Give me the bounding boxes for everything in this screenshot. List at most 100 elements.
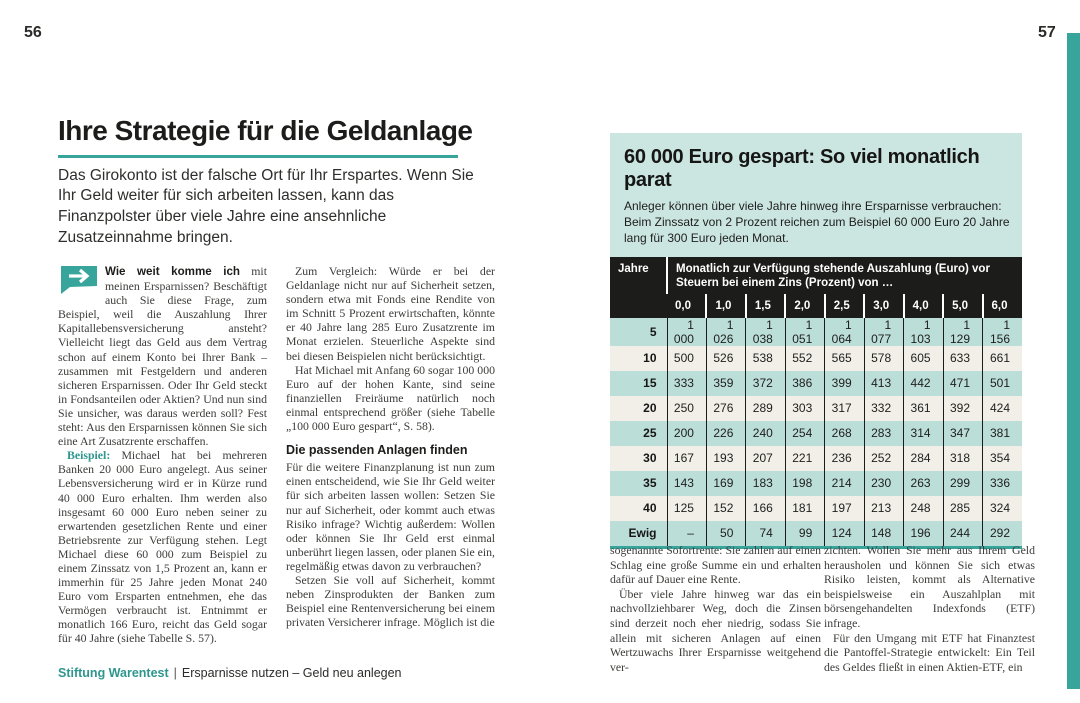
publisher-brand: Stiftung Warentest — [58, 666, 169, 680]
table-cell: 424 — [982, 395, 1022, 421]
table-cell: 193 — [705, 445, 746, 471]
table-cell: 200 — [666, 420, 707, 446]
table-cell: 661 — [982, 345, 1022, 371]
table-cell: 263 — [903, 470, 944, 496]
table-cell: 197 — [824, 495, 865, 521]
table-cell: 336 — [982, 470, 1022, 496]
table-cell: 276 — [705, 395, 746, 421]
table-cell: 244 — [942, 520, 983, 548]
table-cell: 196 — [903, 520, 944, 548]
table-cell: 359 — [705, 370, 746, 396]
savings-table-body: 5 1 000 1 026 1 038 1 051 1 064 1 077 1 103 1 12… — [610, 317, 1022, 548]
interest-col-header: 6,0 — [981, 294, 1022, 318]
table-row: Ewig –50 74 99 124 148 196 244 292 — [610, 520, 1022, 548]
years-column-header: Jahre — [610, 256, 667, 318]
row-label-cell: 25 — [643, 426, 657, 441]
table-cell: 299 — [942, 470, 983, 496]
arrow-bubble-icon — [58, 265, 98, 295]
table-row: 30 167 193 207 221 236 252 284 318 354 — [610, 445, 1022, 471]
article-header: Ihre Strategie für die Geldanlage Das Gi… — [58, 116, 478, 248]
infobox-title: 60 000 Euro gespart: So viel monatlich p… — [624, 146, 980, 191]
title-accent-rule — [58, 154, 458, 158]
table-cell: 226 — [705, 420, 746, 446]
right-page-column-2: zichten. Wollen Sie mehr aus Ihrem Geld … — [824, 543, 1035, 674]
row-label-cell: 15 — [643, 376, 657, 391]
table-cell: 347 — [942, 420, 983, 446]
footer-document-title: Ersparnisse nutzen – Geld neu anlegen — [181, 666, 402, 680]
table-cell: 152 — [705, 495, 746, 521]
table-cell: 538 — [745, 345, 786, 371]
interest-col-header: 2,0 — [784, 294, 825, 318]
sofortrente-paragraph: sogenannte Sofortrente: Sie zahlen auf e… — [610, 543, 821, 587]
table-cell: 1 026 — [705, 317, 746, 346]
table-cell: 240 — [745, 420, 786, 446]
table-cell: 236 — [824, 445, 865, 471]
example-paragraph: Beispiel: Michael hat bei mehreren Banke… — [58, 448, 267, 645]
table-cell: 399 — [824, 370, 865, 396]
table-cell: 285 — [942, 495, 983, 521]
table-cell: 314 — [903, 420, 944, 446]
etf-paragraph: zichten. Wollen Sie mehr aus Ihrem Geld … — [824, 543, 1035, 630]
table-cell: 1 038 — [745, 317, 786, 346]
interest-col-header: 3,0 — [863, 294, 904, 318]
table-cell: – — [666, 520, 707, 548]
table-cell: 183 — [745, 470, 786, 496]
row-label-cell: Ewig — [628, 526, 657, 541]
row-label-cell: 35 — [643, 476, 657, 491]
infobox-subtitle: Anleger können über viele Jahre hinweg i… — [624, 199, 1010, 246]
table-row: 35 143 169 183 198 214 230 263 299 336 — [610, 470, 1022, 496]
article-title: Ihre Strategie für die Geldanlage — [58, 115, 473, 146]
intro-lead-bold: Wie weit komme ich — [105, 265, 240, 278]
interest-col-header: 1,5 — [744, 294, 786, 318]
intro-paragraph: Wie weit komme ich mit meinen Ersparniss… — [58, 264, 267, 448]
table-cell: 125 — [666, 495, 707, 521]
table-cell: 289 — [745, 395, 786, 421]
page-number-left: 56 — [24, 24, 42, 41]
table-cell: 198 — [784, 470, 825, 496]
table-cell: 254 — [784, 420, 825, 446]
table-cell: 207 — [745, 445, 786, 471]
table-cell: 605 — [903, 345, 944, 371]
example-label: Beispiel: — [67, 448, 111, 463]
table-cell: 578 — [863, 345, 904, 371]
table-cell: 181 — [784, 495, 825, 521]
table-cell: 99 — [784, 520, 825, 548]
table-cell: 1 129 — [942, 317, 983, 346]
row-label-cell: 5 — [649, 324, 657, 339]
table-cell: 1 077 — [863, 317, 904, 346]
table-cell: 74 — [745, 520, 786, 548]
table-cell: 214 — [824, 470, 865, 496]
left-page-column-2: Zum Vergleich: Würde er bei der Geldanla… — [286, 264, 495, 629]
table-cell: 565 — [824, 345, 865, 371]
table-cell: 124 — [824, 520, 865, 548]
table-cell: 248 — [903, 495, 944, 521]
intro-text: mit meinen Ersparnissen? Beschäftigt auc… — [58, 264, 267, 449]
page-edge-accent-bar — [1067, 33, 1080, 689]
zinsen-paragraph: Über viele Jahre hinweg war das ein nach… — [610, 586, 821, 674]
table-cell: 1 064 — [824, 317, 865, 346]
table-cell: 354 — [982, 445, 1022, 471]
table-cell: 221 — [784, 445, 825, 471]
standfirst: Das Girokonto ist der falsche Ort für Ih… — [58, 166, 474, 246]
table-cell: 166 — [745, 495, 786, 521]
savings-table: Jahre Monatlich zur Verfügung stehende A… — [610, 256, 1022, 549]
table-cell: 292 — [982, 520, 1022, 548]
row-label-cell: 20 — [643, 401, 657, 416]
table-cell: 471 — [942, 370, 983, 396]
table-cell: 250 — [666, 395, 707, 421]
right-page-column-1: sogenannte Sofortrente: Sie zahlen auf e… — [610, 543, 821, 674]
footer-separator: | — [173, 666, 177, 680]
table-cell: 552 — [784, 345, 825, 371]
comparison-paragraph: Zum Vergleich: Würde er bei der Geldanla… — [286, 264, 495, 363]
table-row: 40 125 152 166 181 197 213 248 285 324 — [610, 495, 1022, 521]
table-cell: 392 — [942, 395, 983, 421]
table-cell: 213 — [863, 495, 904, 521]
table-cell: 413 — [863, 370, 904, 396]
table-row: 15 333 359 372 386 399 413 442 471 501 — [610, 370, 1022, 396]
table-cell: 230 — [863, 470, 904, 496]
table-cell: 169 — [705, 470, 746, 496]
table-cell: 143 — [666, 470, 707, 496]
payout-group-header: Monatlich zur Verfügung stehende Auszahl… — [666, 256, 1022, 295]
table-cell: 1 000 — [666, 317, 707, 346]
table-cell: 332 — [863, 395, 904, 421]
